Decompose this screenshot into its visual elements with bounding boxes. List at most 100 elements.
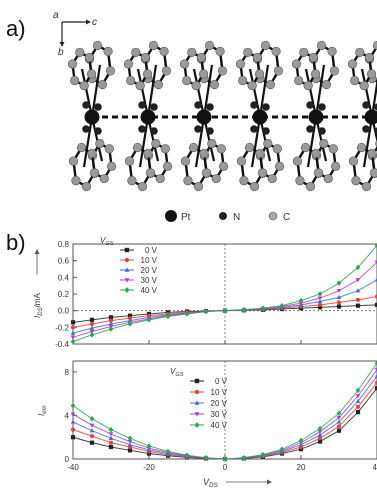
data-point: [127, 439, 133, 445]
data-point: [127, 313, 133, 318]
carbon-atom: [142, 69, 153, 79]
bond: [306, 116, 318, 168]
y-axis-label: IDS/mA: [33, 293, 44, 318]
carbon-atom: [367, 148, 377, 159]
data-point: [127, 321, 133, 327]
carbon-atom: [99, 173, 109, 184]
carbon-atom: [295, 175, 305, 186]
data-point: [336, 415, 342, 421]
carbon-atom: [68, 156, 79, 166]
axis-c-arrowhead: [86, 19, 91, 25]
data-point: [317, 298, 323, 304]
y-tick-label: 0.2: [58, 290, 70, 299]
carbon-atom: [160, 144, 170, 154]
data-point: [298, 437, 304, 444]
carbon-atom: [321, 79, 332, 90]
carbon-atom: [319, 138, 329, 149]
data-point: [89, 434, 95, 439]
x-tick-label: -20: [143, 463, 155, 472]
bond: [258, 116, 272, 162]
nitrogen-atom: [262, 127, 270, 135]
carbon-atom: [366, 69, 377, 79]
carbon-atom: [145, 168, 156, 178]
legend-label: 40 V: [141, 286, 158, 295]
data-point: [70, 325, 76, 330]
y-tick-label: -0.4: [55, 340, 69, 349]
carbon-atom: [299, 47, 309, 58]
carbon-atom: [215, 46, 225, 57]
data-point: [146, 451, 152, 456]
carbon-atom: [127, 175, 137, 186]
data-point: [317, 291, 323, 297]
nitrogen-atom: [306, 125, 314, 133]
bond: [362, 116, 374, 168]
data-point: [89, 428, 95, 433]
data-point: [165, 313, 171, 320]
y-tick-label: 8: [65, 368, 70, 377]
data-point: [317, 425, 323, 432]
carbon-atom: [103, 46, 113, 57]
nitrogen-atom: [82, 125, 90, 133]
data-point: [108, 444, 114, 450]
carbon-atom: [126, 75, 136, 86]
data-point: [355, 297, 361, 302]
legend-pt-symbol: [165, 210, 177, 222]
ids-vs-vds-chart: 0.8 0.6 0.4 0.2 0.0 -0.2 -0.4 VGS 0 V10 V20 V30 …: [33, 236, 377, 349]
carbon-atom: [162, 161, 173, 171]
bond: [192, 68, 206, 118]
platinum-atom: [364, 109, 377, 125]
data-point: [241, 306, 247, 313]
bond: [136, 68, 150, 118]
nitrogen-atom: [150, 103, 158, 111]
panel-b-label: b): [6, 230, 26, 255]
data-point: [70, 412, 76, 417]
y-tick-label: 0: [65, 455, 70, 464]
nitrogen-atom: [194, 101, 202, 109]
bond: [80, 68, 94, 118]
bond: [138, 116, 150, 168]
bond: [314, 64, 326, 118]
bond: [248, 68, 262, 118]
crystal-structure: a c b Pt N C: [53, 10, 377, 223]
data-point: [203, 308, 209, 315]
data-point: [298, 447, 304, 452]
carbon-atom: [267, 173, 277, 184]
data-point: [89, 332, 95, 338]
carbon-atom: [300, 142, 311, 153]
carbon-atom: [81, 181, 92, 192]
nitrogen-atom: [138, 125, 146, 133]
bond: [90, 64, 102, 118]
carbon-atom: [218, 161, 229, 171]
carbon-atom: [105, 66, 116, 76]
carbon-atom: [216, 144, 226, 154]
bond: [82, 116, 94, 168]
nitrogen-atom: [138, 101, 146, 109]
bond: [258, 64, 270, 118]
legend-title: VGS: [170, 367, 184, 378]
data-point: [374, 368, 377, 373]
carbon-atom: [211, 173, 221, 184]
carbon-atom: [131, 47, 141, 58]
legend-c-symbol: [268, 211, 278, 221]
bond: [304, 68, 318, 118]
legend-label: 20 V: [141, 266, 158, 275]
y-tick-label: 0.6: [58, 257, 70, 266]
data-point: [108, 426, 114, 433]
data-point: [222, 456, 228, 462]
carbon-atom: [153, 79, 164, 90]
y-tick-label: 0.8: [58, 240, 70, 249]
bond: [202, 64, 214, 118]
axis-b-arrowhead: [59, 42, 65, 47]
carbon-atom: [327, 46, 337, 57]
data-point: [355, 398, 361, 403]
nitrogen-atom: [82, 101, 90, 109]
data-point: [89, 415, 95, 422]
carbon-atom: [106, 161, 117, 171]
data-point: [108, 321, 114, 326]
x-tick-label: -40: [67, 463, 79, 472]
carbon-atom: [271, 46, 281, 57]
y-axis-label: Iem: [37, 405, 48, 416]
carbon-atom: [323, 173, 333, 184]
carbon-atom: [97, 79, 108, 90]
carbon-atom: [260, 40, 271, 51]
